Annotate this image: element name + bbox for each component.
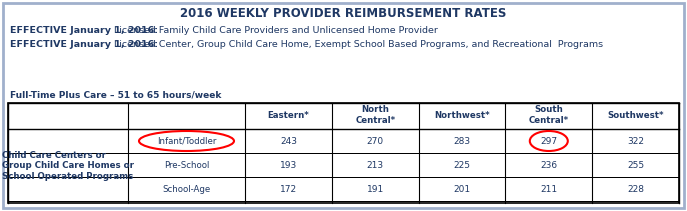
Text: 2016 WEEKLY PROVIDER REIMBURSEMENT RATES: 2016 WEEKLY PROVIDER REIMBURSEMENT RATES [180, 7, 507, 20]
Text: Full-Time Plus Care – 51 to 65 hours/week: Full-Time Plus Care – 51 to 65 hours/wee… [10, 90, 221, 99]
Text: Northwest*: Northwest* [434, 111, 490, 119]
Text: 213: 213 [367, 161, 384, 169]
Text: 322: 322 [627, 137, 644, 146]
Text: 193: 193 [280, 161, 297, 169]
Text: 297: 297 [540, 137, 557, 146]
Text: 243: 243 [280, 137, 297, 146]
Text: 255: 255 [627, 161, 644, 169]
Text: 201: 201 [453, 184, 471, 193]
Text: 211: 211 [540, 184, 557, 193]
Text: 270: 270 [367, 137, 384, 146]
Text: 172: 172 [280, 184, 297, 193]
Text: 283: 283 [453, 137, 471, 146]
Text: Southwest*: Southwest* [607, 111, 664, 119]
Text: 225: 225 [453, 161, 471, 169]
Text: Pre-School: Pre-School [164, 161, 209, 169]
Text: 228: 228 [627, 184, 644, 193]
Text: EFFECTIVE January 1, 2016:: EFFECTIVE January 1, 2016: [10, 40, 158, 49]
Text: Eastern*: Eastern* [267, 111, 309, 119]
Text: South
Central*: South Central* [529, 105, 569, 125]
Text: Child Care Centers or
Group Child Care Homes or
School Operated Programs: Child Care Centers or Group Child Care H… [2, 151, 134, 181]
Bar [8, 103, 679, 203]
Text: EFFECTIVE January 1, 2016:: EFFECTIVE January 1, 2016: [10, 26, 158, 35]
Text: Infant/Toddler: Infant/Toddler [157, 137, 216, 146]
Text: North
Central*: North Central* [355, 105, 395, 125]
Text: 236: 236 [540, 161, 557, 169]
Text: 191: 191 [367, 184, 384, 193]
Text: School-Age: School-Age [162, 184, 211, 193]
Text: Licensed Center, Group Child Care Home, Exempt School Based Programs, and Recrea: Licensed Center, Group Child Care Home, … [111, 40, 603, 49]
Text: Licensed Family Child Care Providers and Unlicensed Home Provider: Licensed Family Child Care Providers and… [111, 26, 438, 35]
